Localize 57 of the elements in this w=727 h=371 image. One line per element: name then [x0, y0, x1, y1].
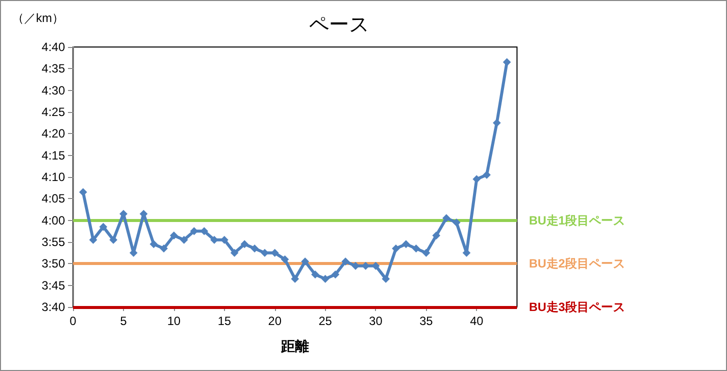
y-tick-label: 4:10 [42, 170, 66, 184]
point [492, 118, 501, 127]
y-tick-label: 4:25 [42, 105, 66, 119]
point [482, 170, 491, 179]
x-tick-label: 35 [420, 314, 434, 328]
x-tick-label: 30 [369, 314, 383, 328]
y-tick-label: 4:00 [42, 213, 66, 228]
point [170, 232, 178, 240]
point [321, 274, 330, 283]
point [502, 58, 511, 66]
point [301, 258, 310, 266]
y-tick-label: 3:40 [42, 300, 66, 314]
ref-line-label: BU走1段目ペース [529, 213, 626, 228]
x-tick-label: 0 [70, 314, 77, 328]
point [291, 274, 299, 283]
point [472, 175, 481, 184]
point [341, 258, 350, 266]
point [422, 248, 430, 257]
point [250, 244, 259, 252]
point [230, 248, 238, 257]
point [99, 222, 108, 231]
x-axis-title: 距離 [280, 338, 309, 354]
point [311, 270, 320, 278]
ref-line-label: BU走3段目ペース [529, 300, 626, 314]
point [109, 236, 118, 244]
y-tick-label: 4:05 [42, 192, 66, 206]
x-tick-label: 5 [120, 314, 128, 328]
point [240, 240, 249, 248]
point [442, 214, 450, 222]
point [392, 244, 400, 252]
point [331, 270, 340, 278]
point [150, 240, 158, 248]
x-tick-label: 15 [218, 314, 232, 328]
point [432, 232, 440, 240]
y-tick-label: 4:15 [42, 148, 66, 162]
point [452, 218, 460, 226]
y-tick-label: 4:35 [42, 62, 66, 76]
y-tick-label: 3:50 [42, 256, 66, 271]
x-tick-label: 10 [167, 314, 181, 328]
point [160, 244, 168, 252]
x-tick-label: 40 [470, 314, 484, 328]
point [382, 274, 390, 283]
x-tick-label: 20 [268, 314, 282, 328]
y-tick-label: 3:45 [42, 278, 66, 292]
y-tick-label: 4:30 [42, 83, 66, 98]
y-tick-label: 3:55 [42, 235, 66, 249]
y-tick-label: 4:40 [42, 40, 66, 54]
chart-title: ペース [309, 14, 369, 36]
point [79, 188, 88, 196]
point [280, 255, 289, 264]
ref-line-label: BU走2段目ペース [529, 256, 626, 271]
point [412, 244, 420, 252]
y-axis-title: （／km） [12, 11, 64, 25]
point [402, 240, 410, 248]
point [180, 236, 188, 244]
x-tick-label: 25 [318, 314, 332, 328]
y-tick-label: 4:20 [42, 126, 66, 141]
